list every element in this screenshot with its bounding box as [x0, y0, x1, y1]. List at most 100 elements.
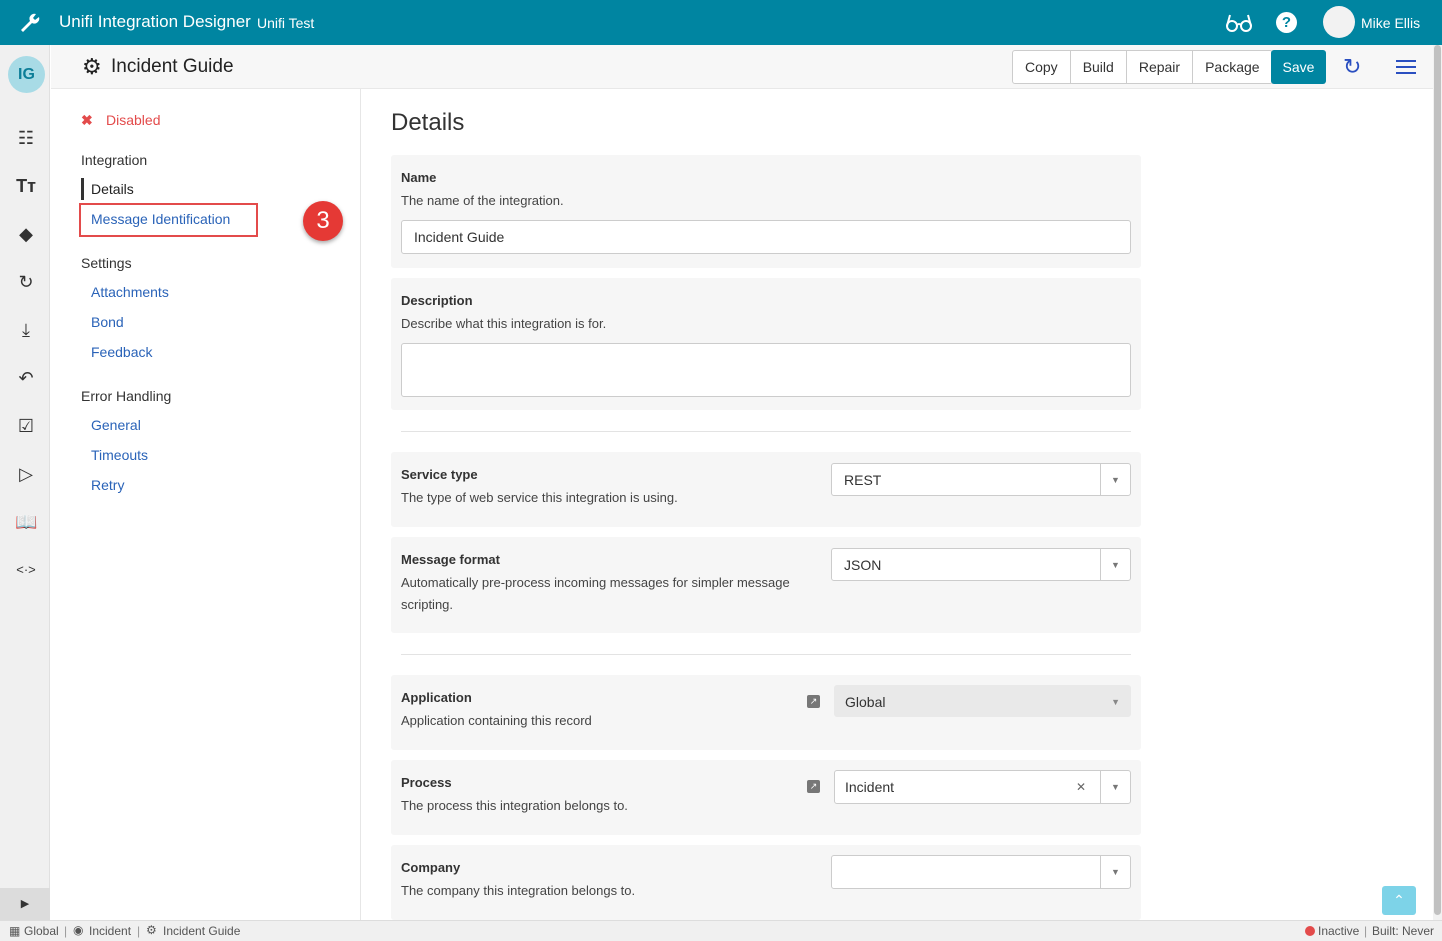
process-hint: The process this integration belongs to.: [401, 798, 628, 813]
reply-icon[interactable]: ↶: [18, 368, 34, 388]
active-indicator: [81, 178, 84, 200]
company-hint: The company this integration belongs to.: [401, 883, 636, 898]
route-diamond-icon[interactable]: ◆: [19, 224, 33, 244]
help-icon[interactable]: ?: [1276, 12, 1297, 33]
wrench-icon: [21, 13, 40, 32]
description-field-panel: Description Describe what this integrati…: [391, 278, 1141, 410]
copy-button[interactable]: Copy: [1013, 51, 1071, 83]
user-name[interactable]: Mike Ellis: [1361, 15, 1421, 31]
highlight-box: [79, 203, 258, 237]
open-record-icon[interactable]: ↗: [807, 780, 820, 793]
step-badge: 3: [303, 201, 343, 241]
open-record-icon[interactable]: ↗: [807, 695, 820, 708]
history-icon[interactable]: ↻: [18, 272, 34, 292]
service-type-hint: The type of web service this integration…: [401, 490, 678, 505]
message-format-label: Message format: [401, 552, 500, 567]
nav-item-timeouts[interactable]: Timeouts: [91, 447, 149, 463]
company-label: Company: [401, 860, 461, 875]
service-type-panel: Service type The type of web service thi…: [391, 452, 1141, 527]
footer-state: Inactive: [1318, 924, 1360, 938]
footer-table[interactable]: Incident: [89, 924, 132, 938]
process-value: Incident: [845, 779, 895, 795]
application-label: Application: [401, 690, 472, 705]
application-select: Global ▼: [834, 685, 1131, 717]
repair-button[interactable]: Repair: [1127, 51, 1194, 83]
menu-icon[interactable]: [1396, 60, 1416, 74]
section-title: Details: [391, 109, 465, 136]
message-format-select[interactable]: JSON ▼: [831, 548, 1131, 581]
service-type-value: REST: [844, 472, 882, 488]
download-icon[interactable]: ⤓: [22, 320, 30, 340]
service-type-select[interactable]: REST ▼: [831, 463, 1131, 496]
expand-rail-button[interactable]: ▶: [0, 888, 50, 920]
footer-record[interactable]: Incident Guide: [163, 924, 241, 938]
description-label: Description: [401, 293, 473, 308]
play-circle-icon[interactable]: ▷: [19, 464, 33, 484]
company-panel: Company The company this integration bel…: [391, 845, 1141, 920]
name-input[interactable]: Incident Guide: [401, 220, 1131, 254]
name-label: Name: [401, 170, 437, 185]
side-nav: ✖ Disabled Integration Details Message I…: [51, 89, 361, 920]
page-title: Incident Guide: [111, 56, 234, 77]
nav-section-settings: Settings: [81, 255, 132, 271]
book-icon[interactable]: 📖: [15, 512, 38, 532]
scroll-to-top-button[interactable]: ⌃: [1382, 886, 1416, 915]
nav-item-feedback[interactable]: Feedback: [91, 344, 153, 360]
footer-built: Built: Never: [1372, 924, 1435, 938]
action-button-group: Copy Build Repair Package: [1012, 50, 1273, 84]
status-disabled[interactable]: Disabled: [106, 112, 161, 128]
clipboard-check-icon[interactable]: ☑: [17, 416, 35, 436]
build-button[interactable]: Build: [1071, 51, 1127, 83]
nav-item-details[interactable]: Details: [91, 181, 134, 197]
nav-item-bond[interactable]: Bond: [91, 314, 124, 330]
scrollbar-thumb[interactable]: [1434, 45, 1441, 915]
name-field-panel: Name The name of the integration. Incide…: [391, 155, 1141, 268]
status-bar: ▦ Global | ◉ Incident | ⚙ Incident Guide…: [0, 920, 1442, 941]
app-scope[interactable]: Unifi Test: [257, 15, 315, 31]
separator: |: [137, 924, 141, 938]
chevron-down-icon[interactable]: ▼: [1100, 464, 1130, 495]
text-format-icon[interactable]: Tт: [16, 176, 36, 196]
chevron-down-icon[interactable]: ▼: [1100, 771, 1130, 803]
description-textarea[interactable]: [401, 343, 1131, 397]
save-button[interactable]: Save: [1271, 50, 1326, 84]
code-icon[interactable]: <·>: [16, 562, 36, 577]
process-select[interactable]: Incident ✕ ▼: [834, 770, 1131, 804]
nav-item-message-identification[interactable]: Message Identification: [91, 211, 231, 227]
chevron-down-icon[interactable]: ▼: [1100, 549, 1130, 580]
message-format-panel: Message format Automatically pre-process…: [391, 537, 1141, 633]
chevron-down-icon: ▼: [1111, 697, 1120, 707]
nav-section-error-handling: Error Handling: [81, 388, 172, 404]
nav-section-integration: Integration: [81, 152, 148, 168]
nav-item-general[interactable]: General: [91, 417, 141, 433]
user-avatar[interactable]: [1323, 6, 1355, 38]
rail-avatar[interactable]: IG: [8, 56, 45, 93]
gear-icon: ⚙: [146, 923, 157, 937]
message-format-value: JSON: [844, 557, 882, 573]
divider: [401, 654, 1131, 655]
refresh-icon[interactable]: ↻: [1343, 54, 1362, 79]
footer-scope[interactable]: Global: [24, 924, 59, 938]
company-select[interactable]: ▼: [831, 855, 1131, 889]
divider: [401, 431, 1131, 432]
application-hint: Application containing this record: [401, 713, 592, 728]
app-title[interactable]: Unifi Integration Designer: [59, 12, 251, 31]
separator: |: [64, 924, 68, 938]
application-value: Global: [845, 694, 886, 710]
globe-icon: ◉: [73, 923, 84, 937]
nav-item-attachments[interactable]: Attachments: [91, 284, 169, 300]
package-button[interactable]: Package: [1205, 59, 1260, 75]
disabled-x-icon: ✖: [81, 112, 93, 128]
icon-rail: ☷ Tт ◆ ↻ ⤓ ↶ ☑ ▷ 📖 <·>: [0, 45, 50, 920]
separator: |: [1364, 924, 1368, 938]
inactive-status-dot: [1305, 926, 1315, 936]
clear-icon[interactable]: ✕: [1075, 780, 1086, 794]
application-panel: Application Application containing this …: [391, 675, 1141, 750]
message-format-hint: Automatically pre-process incoming messa…: [401, 575, 790, 612]
glasses-icon[interactable]: [1226, 13, 1252, 33]
nav-item-retry[interactable]: Retry: [91, 477, 125, 493]
process-panel: Process The process this integration bel…: [391, 760, 1141, 835]
scrollbar[interactable]: [1433, 45, 1442, 920]
document-icon[interactable]: ☷: [17, 128, 35, 148]
chevron-down-icon[interactable]: ▼: [1100, 856, 1130, 888]
